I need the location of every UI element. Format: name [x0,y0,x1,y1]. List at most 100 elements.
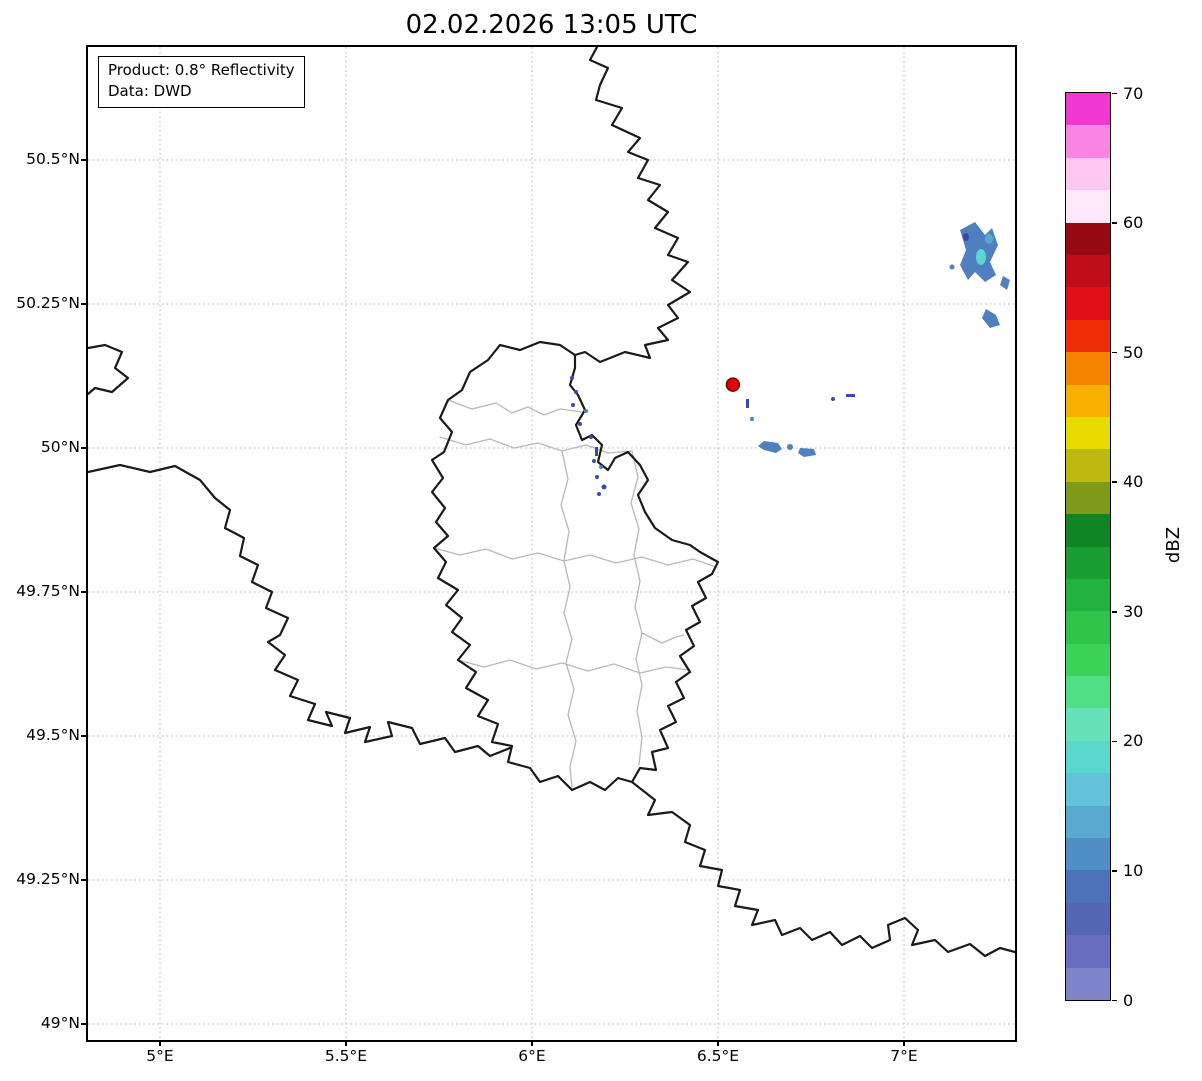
lat-tick-mark [81,159,86,161]
lat-tick-label: 49.25°N [16,869,80,888]
echo-speck [597,492,601,496]
echo-speck [592,459,596,463]
colorbar-segment [1066,157,1110,191]
colorbar-tick-mark [1112,870,1117,872]
colorbar-segment [1066,773,1110,806]
info-box-data-line: Data: DWD [108,82,192,100]
echo-speck [831,397,835,401]
echo-patch [949,264,955,270]
echo-patch [758,441,782,453]
regional-border-path [560,450,577,788]
colorbar-tick-label: 0 [1123,990,1134,1010]
echo-speck [578,422,582,426]
lon-tick-mark [531,1041,533,1046]
lat-tick-mark [81,591,86,593]
colorbar-tick-label: 40 [1123,472,1144,492]
colorbar-segment [1066,93,1110,126]
regional-borders-layer [433,399,717,788]
regional-border-path [630,450,643,766]
colorbar-tick-label: 70 [1123,83,1144,103]
colorbar-tick-mark [1112,222,1117,224]
lon-tick-label: 6.5°E [696,1047,740,1065]
colorbar-segment [1066,190,1110,223]
colorbar-segment [1066,352,1110,385]
lon-tick-mark [903,1041,905,1046]
colorbar-segment [1066,838,1110,871]
lon-tick-label: 7°E [890,1047,918,1065]
regional-border-path [641,632,685,644]
colorbar-tick-mark [1112,611,1117,613]
lon-tick-mark [159,1041,161,1046]
echo-patch [976,249,986,265]
echo-speck [570,376,574,380]
colorbar-segment [1066,611,1110,644]
lat-tick-label: 49.75°N [16,581,80,600]
colorbar-segment [1066,708,1110,741]
colorbar-segment [1066,481,1110,515]
colorbar-tick-label: 50 [1123,342,1144,362]
border-france-germany [630,780,1015,958]
map-canvas [88,47,1015,1040]
border-belgium-germany [573,47,692,364]
colorbar-segment [1066,870,1110,903]
colorbar-tick-mark [1112,481,1117,483]
colorbar-segment [1066,255,1110,288]
colorbar-segment [1066,449,1110,482]
echo-patch [963,233,969,241]
lon-tick-label: 5.5°E [324,1047,368,1065]
echo-speck [571,403,575,407]
regional-border-path [447,399,583,416]
lat-tick-mark [81,735,86,737]
colorbar-tick-mark [1112,351,1117,354]
colorbar-segment [1066,805,1110,839]
border-france-west-segment [88,343,130,396]
national-borders-layer [88,47,1015,958]
echo-patch [982,309,1000,328]
radar-echoes-layer [570,222,1010,496]
echo-patch [985,234,993,244]
colorbar-segment [1066,384,1110,417]
lat-tick-label: 50.5°N [26,150,80,168]
lat-tick-mark [81,447,86,449]
colorbar-segment [1066,643,1110,677]
colorbar-segment [1066,319,1110,353]
border-france-belgium [88,463,512,758]
radar-site-marker [725,377,741,392]
echo-speck [601,484,607,490]
gridlines-layer [88,47,1015,1040]
regional-border-path [439,436,633,454]
echo-patch [1000,276,1010,290]
echo-speck [599,465,603,469]
lat-tick-label: 49°N [40,1013,80,1032]
colorbar-tick-label: 20 [1123,731,1144,751]
colorbar-segment [1066,578,1110,612]
info-box: Product: 0.8° Reflectivity Data: DWD [98,56,305,108]
lat-tick-label: 50.25°N [16,294,80,312]
map-plot-area: Product: 0.8° Reflectivity Data: DWD [86,45,1017,1042]
colorbar-tick-mark [1112,740,1117,743]
echo-patch [798,448,816,457]
lon-tick-label: 5°E [146,1047,174,1065]
regional-border-path [433,547,717,568]
echo-speck [589,435,593,439]
echo-speck [787,444,793,450]
colorbar-tick-mark [1112,92,1117,95]
colorbar-segment [1066,416,1110,450]
lon-tick-mark [345,1041,347,1046]
colorbar-segment [1066,676,1110,709]
colorbar-segment [1066,935,1110,968]
echo-speck [595,447,598,456]
colorbar-tick-mark [1112,999,1117,1002]
colorbar-tick-label: 10 [1123,860,1144,880]
echo-speck [750,417,754,421]
regional-border-path [457,659,689,674]
lat-tick-mark [81,879,86,881]
echo-speck [595,475,599,479]
border-luxembourg [430,340,720,792]
colorbar-segment [1066,546,1110,579]
echo-speck [574,390,578,394]
echo-speck [584,409,588,413]
colorbar-axis-label: dBZ [1163,526,1184,564]
plot-title: 02.02.2026 13:05 UTC [405,10,698,40]
echo-speck [746,399,749,408]
